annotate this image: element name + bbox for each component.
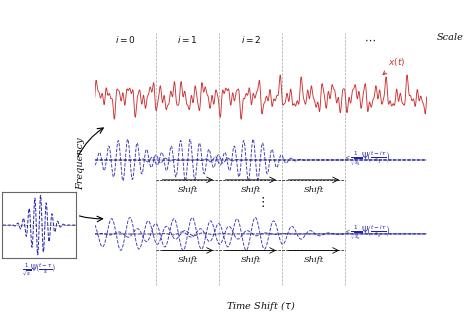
Text: Scale: Scale [437,33,463,42]
Text: $i = 0$: $i = 0$ [115,34,136,45]
Text: $\vdots$: $\vdots$ [256,195,265,209]
Text: $\frac{1}{\sqrt{s}}\Psi\!\left(\frac{t-\tau}{s}\right)$: $\frac{1}{\sqrt{s}}\Psi\!\left(\frac{t-\… [22,261,56,278]
Text: Shift: Shift [304,256,324,264]
Text: $i = 1$: $i = 1$ [177,34,198,45]
Text: $\frac{1}{\sqrt{s_n}}\Psi\!\left(\frac{t-i\tau}{s_n}\right)$: $\frac{1}{\sqrt{s_n}}\Psi\!\left(\frac{t… [346,223,391,241]
Text: $i = 2$: $i = 2$ [241,34,261,45]
Text: Time Shift ($\tau$): Time Shift ($\tau$) [226,299,295,313]
Text: Shift: Shift [304,186,324,194]
Text: Shift: Shift [241,186,261,194]
Text: Shift: Shift [178,256,198,264]
Text: $\cdots$: $\cdots$ [364,35,376,45]
Text: $x(t)$: $x(t)$ [383,56,406,75]
Text: $\frac{1}{\sqrt{s_1}}\Psi\!\left(\frac{t-i\tau}{s_1}\right)$: $\frac{1}{\sqrt{s_1}}\Psi\!\left(\frac{t… [346,149,391,167]
Text: Shift: Shift [241,256,261,264]
Text: Frequency: Frequency [76,137,85,190]
Text: Shift: Shift [178,186,198,194]
